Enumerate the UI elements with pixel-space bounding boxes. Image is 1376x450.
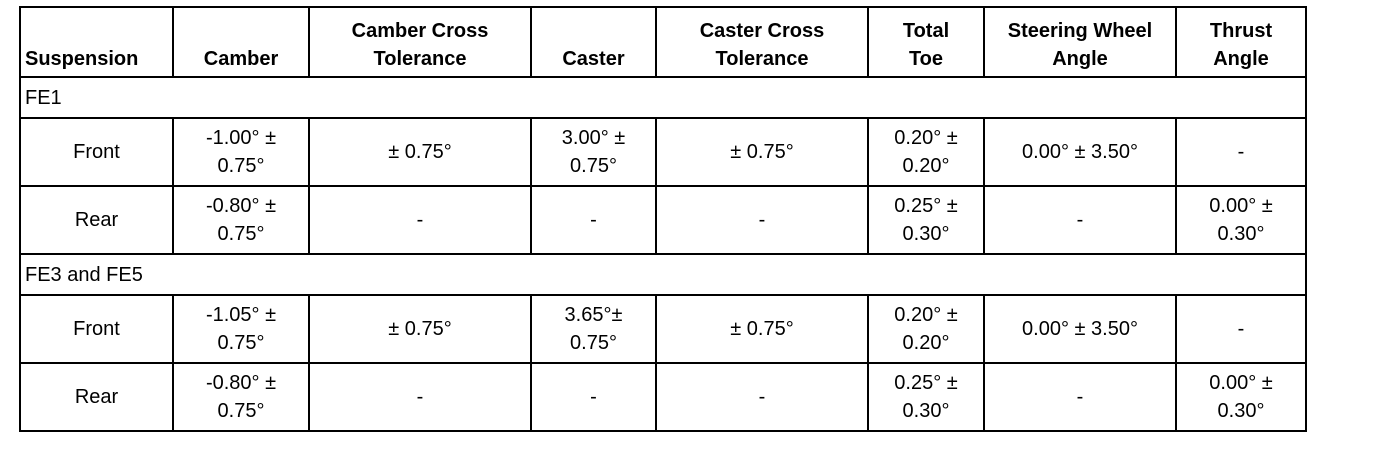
cell-text: 0.00° ± 3.50° xyxy=(1022,318,1138,340)
header-cell: Suspension xyxy=(19,6,174,78)
data-cell: 0.25° ± 0.30° xyxy=(867,362,985,432)
cell-text: 0.00° ± 0.30° xyxy=(1209,372,1273,422)
cell-text: -1.00° ± 0.75° xyxy=(205,127,277,177)
data-cell: 0.20° ± 0.20° xyxy=(867,117,985,187)
data-cell: Front xyxy=(19,117,174,187)
data-cell: - xyxy=(530,362,657,432)
cell-text: - xyxy=(590,386,597,408)
cell-text: - xyxy=(590,209,597,231)
cell-text: 0.25° ± 0.30° xyxy=(894,195,958,245)
cell-text: 0.20° ± 0.20° xyxy=(894,304,958,354)
cell-text: ± 0.75° xyxy=(388,318,452,340)
data-cell: - xyxy=(1175,294,1307,364)
cell-text: -0.80° ± 0.75° xyxy=(205,195,277,245)
cell-text: -0.80° ± 0.75° xyxy=(205,372,277,422)
header-cell: Thrust Angle xyxy=(1175,6,1307,78)
cell-text: 3.65°± 0.75° xyxy=(564,304,623,354)
cell-text: Front xyxy=(73,318,120,340)
cell-text: Caster Cross Tolerance xyxy=(699,20,825,70)
data-cell: - xyxy=(530,185,657,255)
data-cell: - xyxy=(308,185,532,255)
cell-text: Steering Wheel Angle xyxy=(1007,20,1153,70)
data-cell: 3.00° ± 0.75° xyxy=(530,117,657,187)
data-row: Rear -0.80° ± 0.75° - - - 0.25° ± 0.30° - 0.00°… xyxy=(19,185,1307,255)
cell-text: Suspension xyxy=(25,48,139,70)
header-cell: Camber xyxy=(172,6,310,78)
cell-text: Camber xyxy=(203,48,279,70)
cell-text: Thrust Angle xyxy=(1209,20,1273,70)
cell-text: FE1 xyxy=(25,86,62,109)
data-cell: - xyxy=(1175,117,1307,187)
data-cell: Rear xyxy=(19,362,174,432)
data-cell: 0.00° ± 0.30° xyxy=(1175,362,1307,432)
header-cell: Camber Cross Tolerance xyxy=(308,6,532,78)
data-cell: - xyxy=(655,362,869,432)
cell-text: Rear xyxy=(74,209,119,231)
header-row: Suspension Camber Camber Cross Tolerance Ca… xyxy=(19,6,1307,78)
data-cell: 3.65°± 0.75° xyxy=(530,294,657,364)
cell-text: 3.00° ± 0.75° xyxy=(561,127,626,177)
header-cell: Caster Cross Tolerance xyxy=(655,6,869,78)
data-cell: - xyxy=(655,185,869,255)
cell-text: FE3 and FE5 xyxy=(25,263,143,286)
cell-text: Total Toe xyxy=(902,20,950,70)
data-cell: - xyxy=(983,362,1177,432)
section-row: FE1 xyxy=(19,76,1307,119)
cell-text: 0.20° ± 0.20° xyxy=(894,127,958,177)
cell-text: - xyxy=(1237,318,1245,340)
data-cell: -0.80° ± 0.75° xyxy=(172,362,310,432)
data-cell: 0.00° ± 0.30° xyxy=(1175,185,1307,255)
section-row: FE3 and FE5 xyxy=(19,253,1307,296)
cell-text: -1.05° ± 0.75° xyxy=(205,304,277,354)
data-cell: 0.20° ± 0.20° xyxy=(867,294,985,364)
table-body: FE1 Front -1.00° ± 0.75° ± 0.75° 3.00° ± 0.7… xyxy=(19,76,1307,432)
cell-text: - xyxy=(416,209,424,231)
cell-text: 0.00° ± 0.30° xyxy=(1209,195,1273,245)
section-title: FE3 and FE5 xyxy=(19,253,1307,296)
cell-text: Front xyxy=(73,141,120,163)
cell-text: Camber Cross Tolerance xyxy=(351,20,489,70)
data-cell: ± 0.75° xyxy=(655,294,869,364)
cell-text: - xyxy=(416,386,424,408)
cell-text: - xyxy=(1237,141,1245,163)
data-cell: - xyxy=(983,185,1177,255)
cell-text: ± 0.75° xyxy=(730,141,794,163)
cell-text: ± 0.75° xyxy=(388,141,452,163)
data-cell: -1.05° ± 0.75° xyxy=(172,294,310,364)
cell-text: - xyxy=(758,209,766,231)
data-cell: 0.25° ± 0.30° xyxy=(867,185,985,255)
section-title: FE1 xyxy=(19,76,1307,119)
data-cell: Front xyxy=(19,294,174,364)
alignment-table: Suspension Camber Camber Cross Tolerance Ca… xyxy=(19,6,1307,432)
cell-text: - xyxy=(1076,209,1084,231)
data-row: Front -1.05° ± 0.75° ± 0.75° 3.65°± 0.75° ± … xyxy=(19,294,1307,364)
data-cell: Rear xyxy=(19,185,174,255)
cell-text: - xyxy=(1076,386,1084,408)
data-cell: - xyxy=(308,362,532,432)
cell-text: ± 0.75° xyxy=(730,318,794,340)
data-row: Rear -0.80° ± 0.75° - - - 0.25° ± 0.30° - 0.00°… xyxy=(19,362,1307,432)
data-cell: ± 0.75° xyxy=(308,117,532,187)
cell-text: Rear xyxy=(74,386,119,408)
data-row: Front -1.00° ± 0.75° ± 0.75° 3.00° ± 0.75° ±… xyxy=(19,117,1307,187)
header-cell: Steering Wheel Angle xyxy=(983,6,1177,78)
data-cell: 0.00° ± 3.50° xyxy=(983,117,1177,187)
header-cell: Caster xyxy=(530,6,657,78)
cell-text: 0.00° ± 3.50° xyxy=(1022,141,1138,163)
cell-text: - xyxy=(758,386,766,408)
cell-text: Caster xyxy=(562,48,625,70)
data-cell: -0.80° ± 0.75° xyxy=(172,185,310,255)
data-cell: -1.00° ± 0.75° xyxy=(172,117,310,187)
data-cell: ± 0.75° xyxy=(655,117,869,187)
header-cell: Total Toe xyxy=(867,6,985,78)
data-cell: ± 0.75° xyxy=(308,294,532,364)
data-cell: 0.00° ± 3.50° xyxy=(983,294,1177,364)
cell-text: 0.25° ± 0.30° xyxy=(894,372,958,422)
